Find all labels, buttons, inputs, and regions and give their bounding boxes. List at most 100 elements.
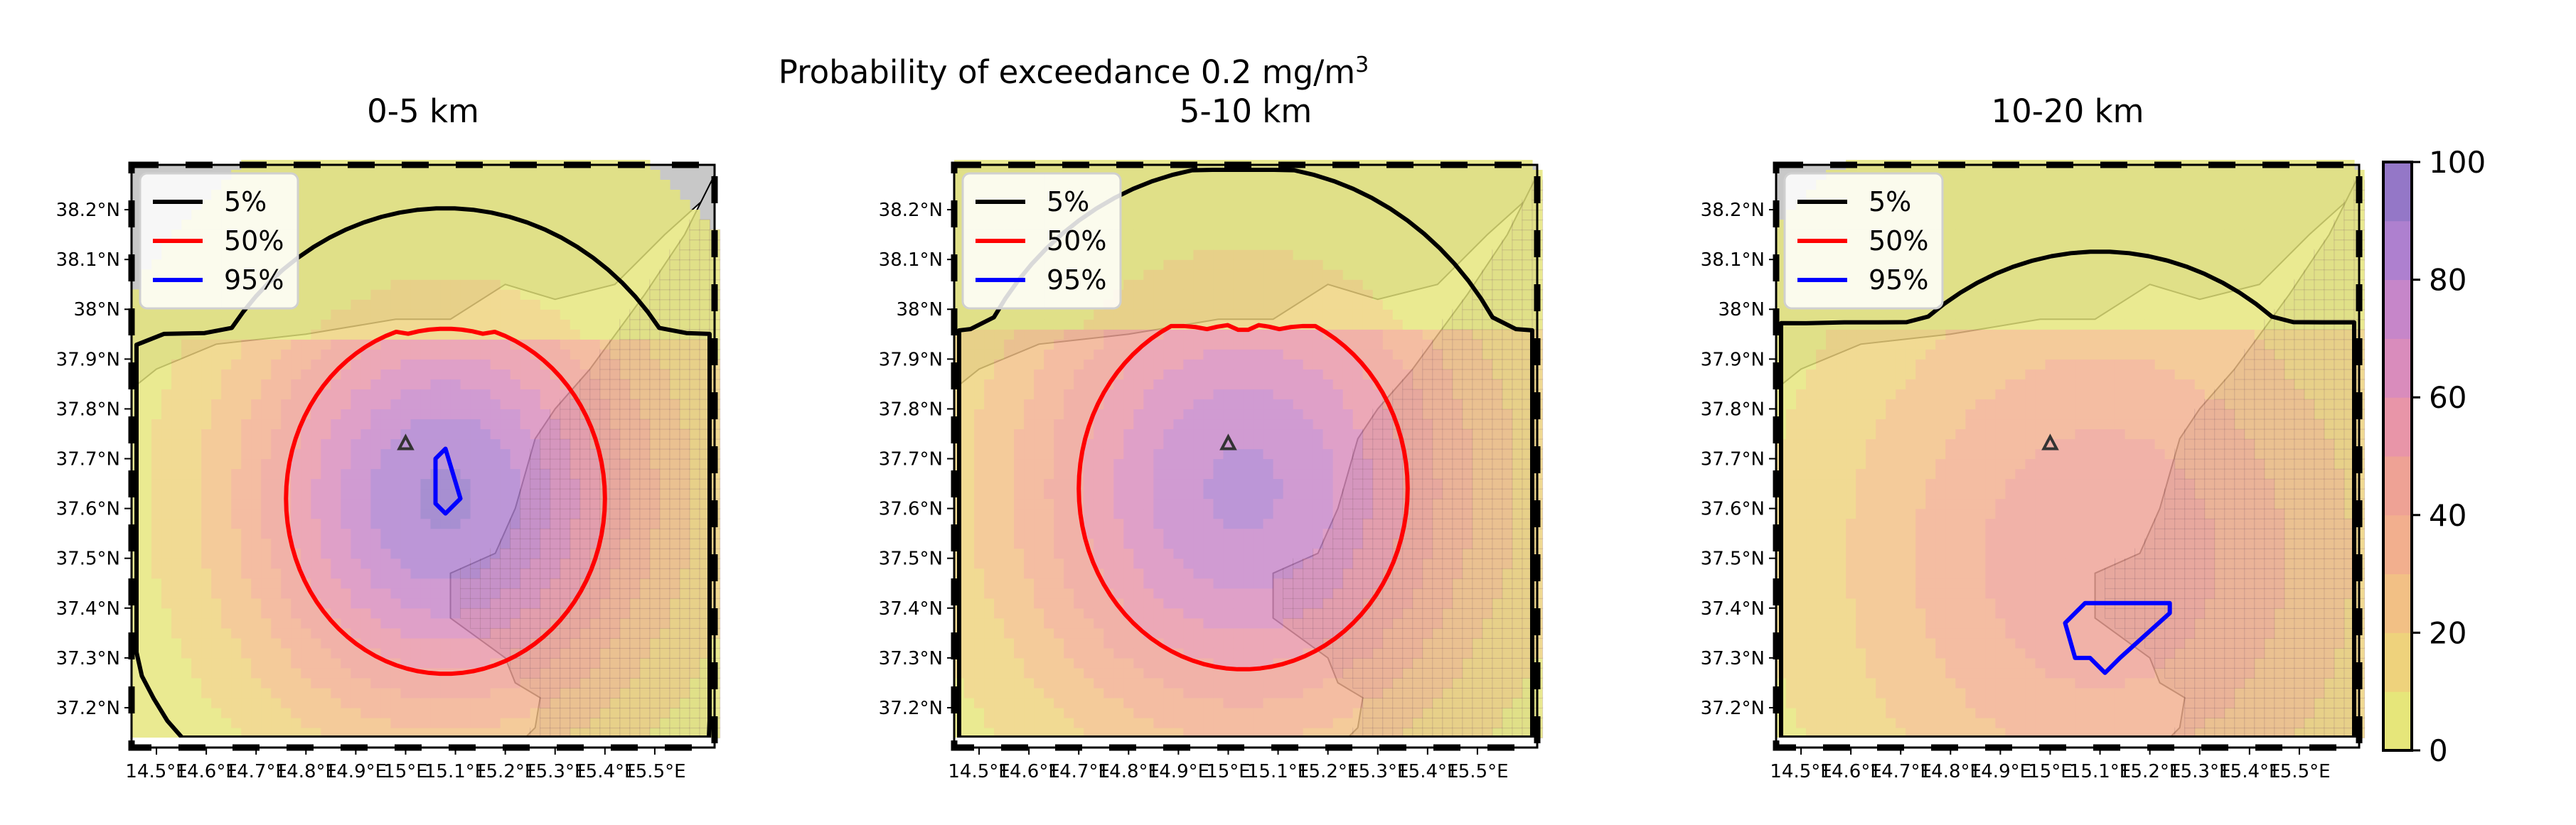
- prob-cell: [974, 359, 985, 370]
- prob-cell: [420, 419, 432, 430]
- prob-cell: [351, 657, 361, 669]
- prob-cell: [1193, 618, 1204, 629]
- prob-cell: [1223, 498, 1234, 509]
- prob-cell: [400, 717, 412, 728]
- prob-cell: [261, 598, 272, 609]
- prob-cell: [231, 389, 242, 400]
- prob-cell: [1064, 548, 1074, 559]
- prob-cell: [619, 190, 631, 200]
- prob-cell: [1113, 309, 1124, 320]
- prob-cell: [341, 190, 351, 200]
- prob-cell: [639, 348, 651, 360]
- prob-cell: [1014, 409, 1025, 420]
- prob-cell: [181, 339, 192, 350]
- prob-cell: [261, 627, 272, 639]
- prob-cell: [211, 309, 222, 320]
- lat-tick-label: 37.2°N: [56, 698, 120, 719]
- prob-cell: [1153, 359, 1164, 370]
- prob-cell: [1064, 309, 1074, 320]
- prob-cell: [171, 667, 182, 679]
- prob-cell: [639, 508, 651, 519]
- prob-cell: [669, 388, 681, 400]
- prob-cell: [659, 308, 671, 320]
- prob-cell: [1034, 319, 1044, 330]
- prob-cell: [410, 379, 422, 389]
- prob-cell: [1044, 618, 1054, 629]
- prob-cell: [400, 220, 412, 230]
- prob-cell: [669, 230, 680, 240]
- prob-cell: [540, 369, 551, 379]
- prob-cell: [151, 548, 162, 559]
- prob-cell: [619, 528, 631, 539]
- prob-cell: [281, 618, 292, 629]
- prob-cell: [699, 259, 711, 271]
- prob-cell: [984, 608, 995, 619]
- prob-cell: [639, 637, 651, 649]
- prob-cell: [1153, 618, 1164, 629]
- prob-cell: [589, 398, 601, 410]
- prob-cell: [211, 608, 222, 619]
- prob-cell: [271, 438, 282, 450]
- prob-cell: [1203, 498, 1214, 509]
- prob-cell: [331, 419, 341, 430]
- prob-cell: [460, 428, 471, 440]
- prob-cell: [619, 289, 631, 300]
- prob-cell: [331, 508, 341, 519]
- prob-cell: [629, 598, 641, 609]
- prob-cell: [510, 488, 521, 500]
- prob-cell: [609, 289, 621, 300]
- prob-cell: [1034, 468, 1044, 480]
- prob-cell: [679, 210, 690, 220]
- prob-cell: [341, 637, 351, 649]
- prob-cell: [1034, 339, 1044, 350]
- prob-cell: [1123, 657, 1134, 669]
- prob-cell: [360, 657, 372, 669]
- prob-cell: [629, 318, 641, 330]
- prob-cell: [1183, 697, 1195, 708]
- prob-cell: [1213, 299, 1224, 310]
- prob-cell: [271, 568, 282, 579]
- prob-cell: [1004, 349, 1015, 360]
- prob-cell: [964, 389, 975, 400]
- prob-cell: [1143, 687, 1154, 699]
- prob-cell: [974, 468, 985, 480]
- prob-cell: [360, 409, 372, 420]
- prob-cell: [510, 279, 521, 290]
- prob-cell: [974, 618, 985, 629]
- prob-cell: [1034, 448, 1044, 460]
- prob-cell: [560, 249, 571, 260]
- prob-cell: [1213, 259, 1224, 270]
- prob-cell: [689, 488, 701, 500]
- prob-cell: [490, 468, 501, 480]
- prob-cell: [380, 180, 392, 190]
- prob-cell: [639, 190, 651, 200]
- prob-cell: [460, 190, 471, 200]
- lon-tick-label: 15.3°E: [524, 761, 586, 782]
- prob-cell: [1123, 389, 1134, 400]
- prob-cell: [659, 338, 671, 350]
- prob-cell: [271, 578, 282, 589]
- prob-cell: [410, 508, 422, 519]
- prob-cell: [181, 478, 192, 490]
- prob-cell: [1163, 568, 1174, 579]
- prob-cell: [201, 309, 212, 320]
- prob-cell: [370, 548, 382, 559]
- prob-cell: [669, 408, 681, 420]
- prob-cell: [181, 667, 192, 679]
- prob-cell: [351, 180, 361, 190]
- prob-cell: [599, 657, 611, 669]
- prob-cell: [390, 697, 402, 708]
- prob-cell: [1024, 608, 1035, 619]
- prob-cell: [619, 657, 631, 669]
- prob-cell: [520, 548, 531, 559]
- prob-cell: [1143, 249, 1154, 260]
- prob-cell: [191, 508, 202, 519]
- prob-cell: [649, 558, 661, 569]
- prob-cell: [271, 707, 282, 718]
- prob-cell: [490, 558, 501, 569]
- prob-cell: [659, 358, 671, 370]
- prob-cell: [599, 329, 611, 340]
- prob-cell: [659, 598, 671, 609]
- prob-cell: [251, 717, 262, 728]
- prob-cell: [599, 687, 611, 699]
